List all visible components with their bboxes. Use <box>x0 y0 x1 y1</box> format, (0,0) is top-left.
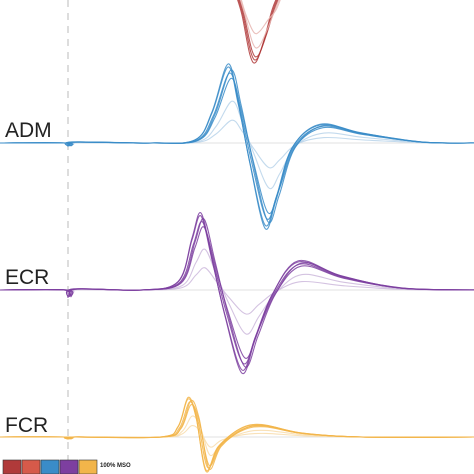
legend-swatch <box>2 459 22 474</box>
trace <box>239 0 280 49</box>
trace <box>0 215 474 371</box>
trace <box>0 398 474 472</box>
trace <box>239 0 279 58</box>
trace <box>3 248 474 335</box>
trace <box>238 0 278 61</box>
trace <box>0 66 474 227</box>
trace <box>2 69 474 224</box>
trace <box>3 119 474 169</box>
trace <box>1 221 474 365</box>
legend-swatch <box>40 459 60 474</box>
trace <box>3 100 474 190</box>
legend-swatch <box>78 459 98 474</box>
trace <box>237 0 277 64</box>
trace-label: ADM <box>5 119 52 142</box>
legend-label: 100% MSO <box>100 463 131 469</box>
legend-swatch <box>59 459 79 474</box>
trace <box>240 0 281 35</box>
trace <box>3 267 474 315</box>
trace <box>0 63 474 230</box>
trace-label: FCR <box>5 414 48 437</box>
trace <box>2 77 474 215</box>
legend: 100% MSO <box>2 459 131 474</box>
legend-swatch <box>21 459 41 474</box>
trace-label: ECR <box>5 266 49 289</box>
